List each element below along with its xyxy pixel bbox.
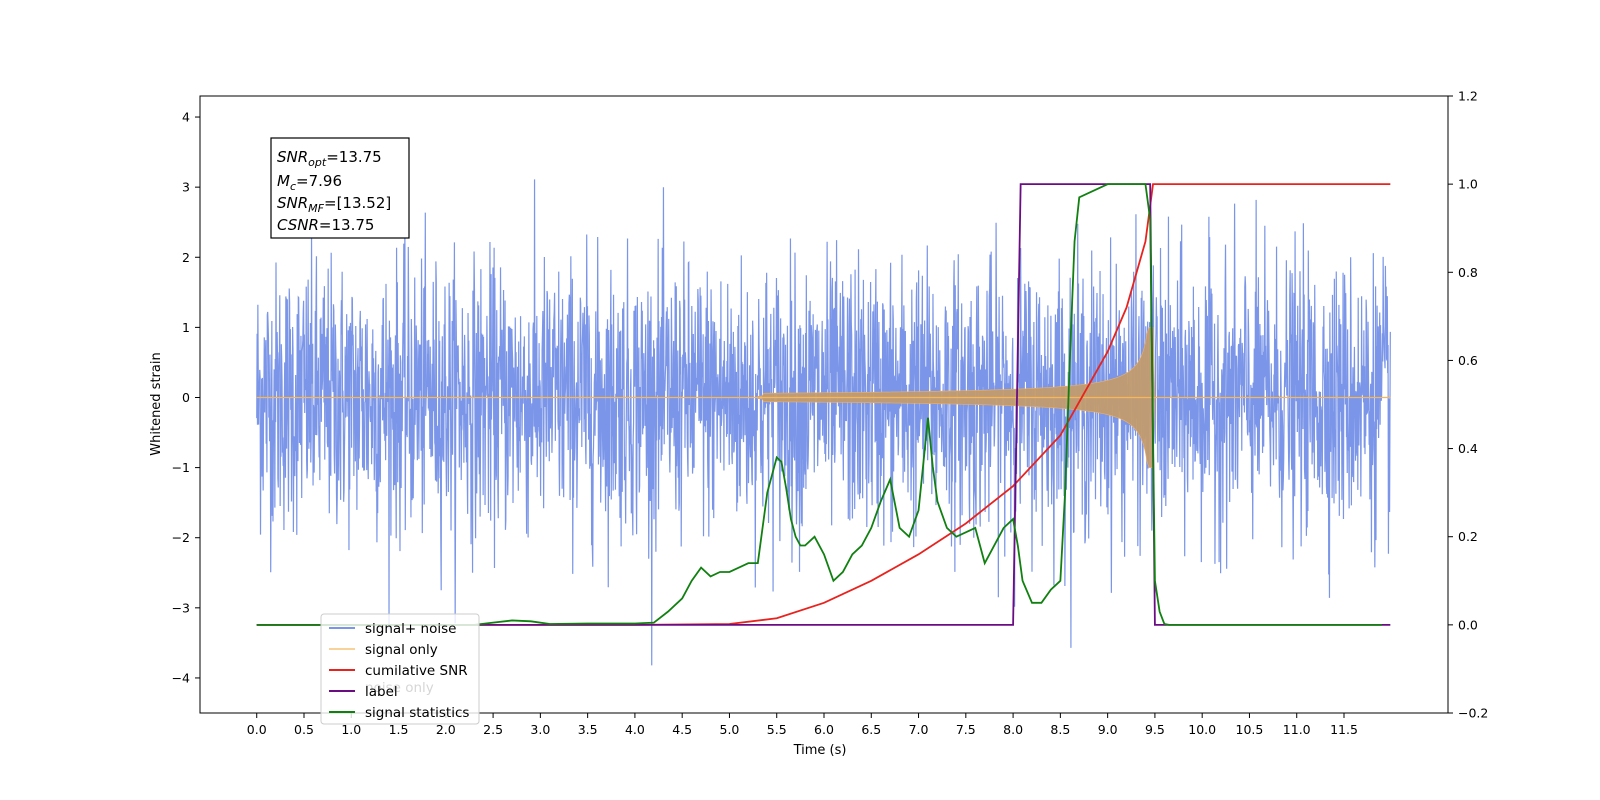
x-tick-label: 7.5 [956, 722, 976, 737]
x-tick-label: 11.0 [1283, 722, 1311, 737]
x-axis-label: Time (s) [793, 743, 847, 758]
x-tick-label: 2.5 [483, 722, 503, 737]
signal-statistics-series [256, 183, 1382, 626]
info-csnr: CSNR=13.75 [277, 216, 374, 234]
x-tick-label: 4.5 [672, 722, 692, 737]
y-left-tick-label: −2 [172, 530, 190, 545]
y-right-tick-label: 0.2 [1458, 529, 1478, 544]
y-right-tick-label: 1.2 [1458, 89, 1478, 104]
info-snr-mf: SNRMF=[13.52] [277, 194, 391, 215]
x-tick-label: 3.5 [578, 722, 598, 737]
y-axis-right: 1.2 1.0 0.8 0.6 0.4 0.2 0.0 −0.2 [1448, 89, 1488, 721]
y-right-tick-label: −0.2 [1458, 706, 1488, 721]
x-tick-label: 4.0 [625, 722, 645, 737]
x-tick-label: 1.0 [341, 722, 361, 737]
x-tick-label: 2.0 [436, 722, 456, 737]
legend-label: signal+ noise [365, 621, 456, 637]
x-tick-label: 10.5 [1236, 722, 1264, 737]
x-tick-label: 11.5 [1330, 722, 1358, 737]
y-left-tick-label: −3 [172, 600, 190, 615]
legend-label: signal statistics [365, 705, 469, 721]
y-axis-left: 4 3 2 1 0 −1 −2 −3 −4 [172, 110, 200, 685]
y-left-tick-label: 1 [182, 320, 190, 335]
x-tick-label: 9.0 [1098, 722, 1118, 737]
x-tick-label: 6.0 [814, 722, 834, 737]
y-right-tick-label: 0.8 [1458, 265, 1478, 280]
legend: noise only signal+ noise signal only cumil… [320, 613, 480, 725]
y-left-tick-label: −1 [172, 460, 190, 475]
info-box: SNRopt=13.75 Mc=7.96 SNRMF=[13.52] CSNR=… [270, 137, 410, 239]
y-right-tick-label: 1.0 [1458, 177, 1478, 192]
x-axis: 0.0 0.5 1.0 1.5 2.0 2.5 3.0 3.5 4.0 4.5 5.0 5.5 6.0 6… [247, 713, 1358, 737]
y-left-tick-label: −4 [172, 670, 190, 685]
y-right-tick-label: 0.4 [1458, 441, 1478, 456]
legend-label: signal only [365, 642, 438, 658]
signal-plus-noise-series [256, 179, 1391, 666]
x-tick-label: 0.0 [247, 722, 267, 737]
x-tick-label: 5.0 [720, 722, 740, 737]
x-tick-label: 6.5 [861, 722, 881, 737]
y-left-tick-label: 0 [182, 390, 190, 405]
legend-label: label [365, 684, 398, 700]
legend-ghost-noise-only: noise only [365, 680, 434, 696]
info-mc: Mc=7.96 [277, 172, 342, 193]
x-tick-label: 5.5 [767, 722, 787, 737]
x-tick-label: 8.0 [1003, 722, 1023, 737]
x-tick-label: 9.5 [1145, 722, 1165, 737]
x-tick-label: 10.0 [1188, 722, 1216, 737]
x-tick-label: 0.5 [294, 722, 314, 737]
y-axis-label: Whitened strain [149, 352, 164, 455]
info-snr-opt: SNRopt=13.75 [277, 148, 382, 169]
x-tick-label: 7.0 [909, 722, 929, 737]
x-tick-label: 3.0 [530, 722, 550, 737]
y-left-tick-label: 4 [182, 110, 190, 125]
legend-label: cumilative SNR [365, 663, 468, 679]
x-tick-label: 1.5 [389, 722, 409, 737]
y-right-tick-label: 0.0 [1458, 617, 1478, 632]
x-tick-label: 8.5 [1050, 722, 1070, 737]
y-left-tick-label: 2 [182, 250, 190, 265]
y-right-tick-label: 0.6 [1458, 353, 1478, 368]
y-left-tick-label: 3 [182, 180, 190, 195]
